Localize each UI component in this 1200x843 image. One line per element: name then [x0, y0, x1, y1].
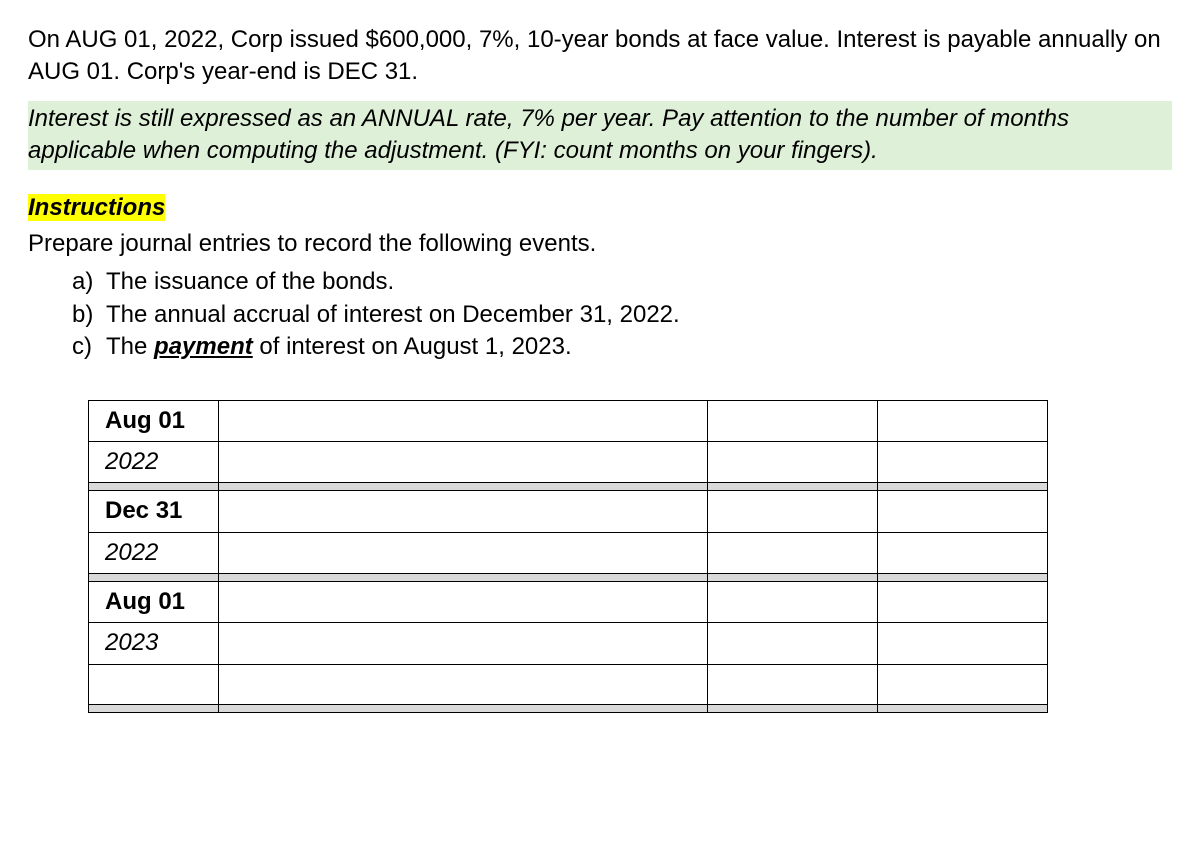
separator-row [89, 704, 1048, 712]
list-text: The annual accrual of interest on Decemb… [106, 299, 680, 331]
table-row: 2022 [89, 532, 1048, 573]
desc-cell[interactable] [218, 623, 707, 664]
table-row: Dec 31 [89, 491, 1048, 532]
table-row: Aug 01 [89, 400, 1048, 441]
instructions-list: a) The issuance of the bonds. b) The ann… [72, 266, 1172, 363]
desc-cell[interactable] [218, 532, 707, 573]
desc-cell[interactable] [218, 400, 707, 441]
list-item: a) The issuance of the bonds. [72, 266, 1172, 298]
desc-cell[interactable] [218, 491, 707, 532]
credit-cell[interactable] [878, 491, 1048, 532]
list-item: c) The payment of interest on August 1, … [72, 331, 1172, 363]
list-marker: c) [72, 331, 106, 363]
list-text: The payment of interest on August 1, 202… [106, 331, 572, 363]
credit-cell[interactable] [878, 441, 1048, 482]
hint-text: Interest is still expressed as an ANNUAL… [28, 101, 1172, 170]
desc-cell[interactable] [218, 441, 707, 482]
date-cell[interactable] [89, 664, 219, 704]
credit-cell[interactable] [878, 664, 1048, 704]
list-text-pre: The [106, 333, 154, 360]
debit-cell[interactable] [708, 491, 878, 532]
date-cell: 2022 [89, 441, 219, 482]
table-row: Aug 01 [89, 582, 1048, 623]
credit-cell[interactable] [878, 623, 1048, 664]
credit-cell[interactable] [878, 400, 1048, 441]
desc-cell[interactable] [218, 582, 707, 623]
list-marker: b) [72, 299, 106, 331]
debit-cell[interactable] [708, 532, 878, 573]
list-text: The issuance of the bonds. [106, 266, 394, 298]
credit-cell[interactable] [878, 582, 1048, 623]
list-item: b) The annual accrual of interest on Dec… [72, 299, 1172, 331]
desc-cell[interactable] [218, 664, 707, 704]
problem-statement: On AUG 01, 2022, Corp issued $600,000, 7… [28, 24, 1172, 89]
list-marker: a) [72, 266, 106, 298]
debit-cell[interactable] [708, 441, 878, 482]
debit-cell[interactable] [708, 623, 878, 664]
date-cell: 2022 [89, 532, 219, 573]
date-cell: 2023 [89, 623, 219, 664]
date-cell: Aug 01 [89, 400, 219, 441]
debit-cell[interactable] [708, 582, 878, 623]
table-row: 2022 [89, 441, 1048, 482]
debit-cell[interactable] [708, 664, 878, 704]
table-row [89, 664, 1048, 704]
list-text-post: of interest on August 1, 2023. [253, 333, 572, 360]
separator-row [89, 574, 1048, 582]
list-text-emph: payment [154, 333, 253, 360]
debit-cell[interactable] [708, 400, 878, 441]
table-row: 2023 [89, 623, 1048, 664]
instructions-label: Instructions [28, 194, 165, 221]
date-cell: Aug 01 [89, 582, 219, 623]
date-cell: Dec 31 [89, 491, 219, 532]
credit-cell[interactable] [878, 532, 1048, 573]
journal-table: Aug 01 2022 Dec 31 2022 Aug 01 2023 [88, 400, 1048, 713]
instructions-lead: Prepare journal entries to record the fo… [28, 228, 1172, 260]
separator-row [89, 483, 1048, 491]
